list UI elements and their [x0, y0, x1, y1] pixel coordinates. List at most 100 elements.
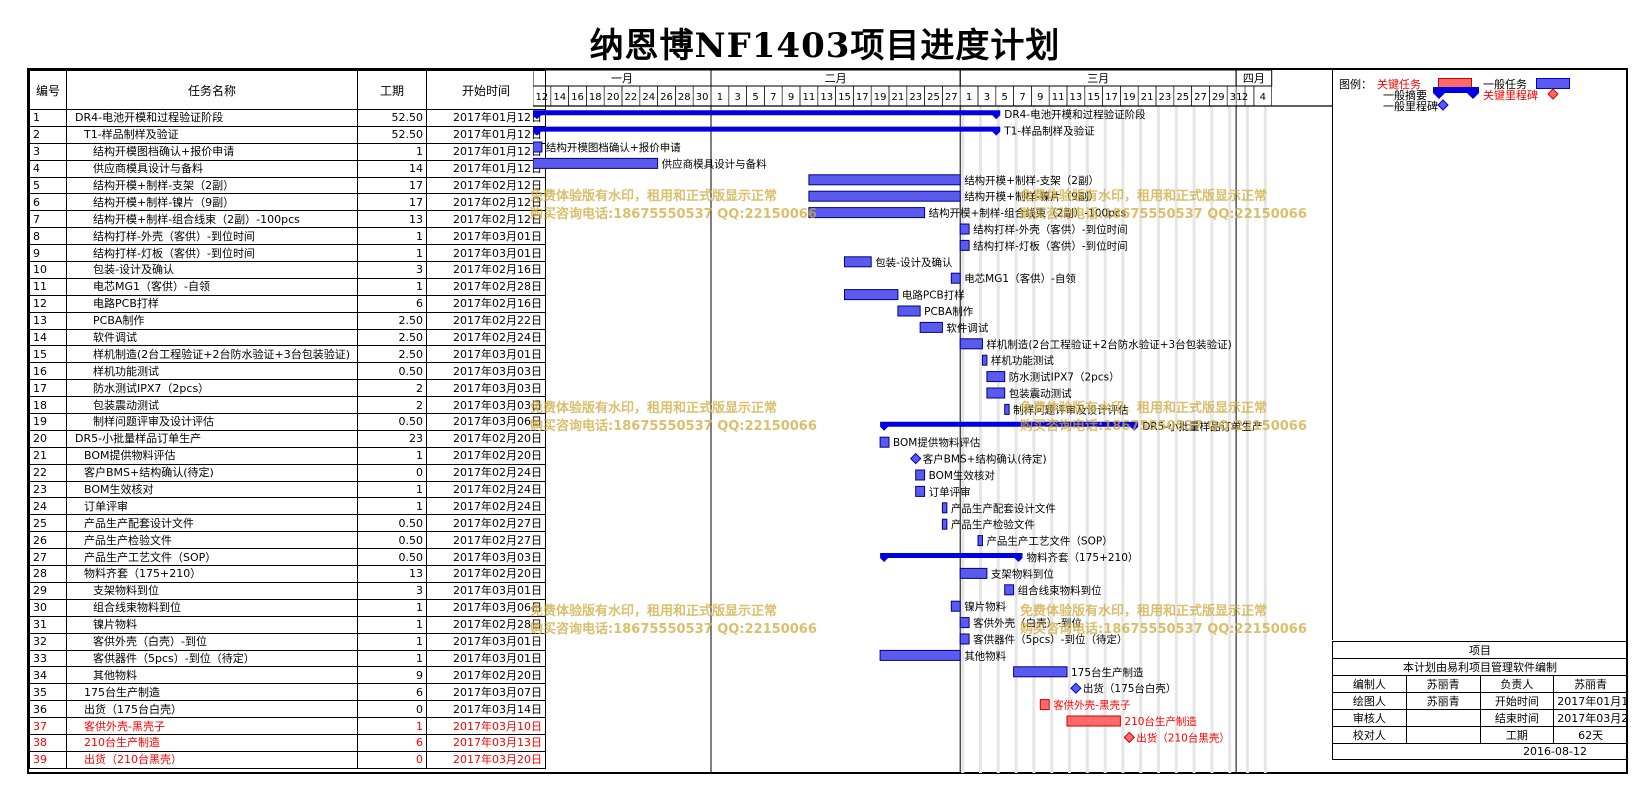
- task-bar[interactable]: [950, 600, 961, 612]
- task-bar[interactable]: [915, 469, 926, 481]
- col-header-id[interactable]: 编号: [29, 70, 67, 110]
- task-row[interactable]: 28 物料齐套（175+210） 13 2017年02月20日: [29, 565, 546, 583]
- task-bar[interactable]: [879, 649, 961, 661]
- task-start: 2017年03月13日: [426, 733, 546, 752]
- task-duration: 52.50: [357, 109, 427, 127]
- legend-normal-task: 一般任务: [1483, 78, 1527, 91]
- task-bar[interactable]: [844, 289, 899, 301]
- task-row[interactable]: 8 结构打样-外壳（客供）-到位时间 1 2017年03月01日: [29, 227, 546, 246]
- milestone-marker[interactable]: [1070, 682, 1082, 694]
- task-bar[interactable]: [959, 223, 970, 235]
- task-bar[interactable]: [986, 371, 1006, 383]
- task-bar[interactable]: [808, 190, 961, 202]
- task-bar[interactable]: [533, 157, 659, 169]
- task-row[interactable]: 20 DR5-小批量样品订单生产 23 2017年02月20日: [29, 429, 546, 448]
- task-bar-label: BOM提供物料评估: [893, 436, 981, 449]
- task-row[interactable]: 18 包装震动测试 2 2017年03月03日: [29, 396, 546, 415]
- task-bar-label: 防水测试IPX7（2pcs）: [1009, 371, 1120, 384]
- task-row[interactable]: 29 支架物料到位 3 2017年03月01日: [29, 581, 546, 600]
- summary-bar[interactable]: [533, 110, 1001, 120]
- task-row[interactable]: 32 客供外壳（白壳）-到位 1 2017年03月01日: [29, 632, 546, 651]
- info-project-label: 项目: [1332, 641, 1628, 659]
- task-row[interactable]: 10 包装-设计及确认 3 2017年02月16日: [29, 261, 546, 279]
- day-shade: [1068, 106, 1071, 773]
- task-row[interactable]: 7 结构开模+制样-组合线束（2副）-100pcs 13 2017年02月12日: [29, 210, 546, 229]
- day-tick-label: 14: [553, 92, 566, 103]
- task-row[interactable]: 11 电芯MG1（客供）-自领 1 2017年02月28日: [29, 277, 546, 296]
- task-row[interactable]: 26 产品生产检验文件 0.50 2017年02月27日: [29, 531, 546, 550]
- task-bar[interactable]: [941, 502, 948, 514]
- task-row[interactable]: 33 客供器件（5pcs）-到位（待定） 1 2017年03月01日: [29, 649, 546, 668]
- day-tick-label: 5: [752, 92, 758, 103]
- task-bar[interactable]: [533, 141, 543, 153]
- task-row[interactable]: 23 BOM生效核对 1 2017年02月24日: [29, 480, 546, 499]
- task-duration: 1: [357, 615, 427, 634]
- task-bar[interactable]: [986, 387, 1006, 399]
- task-row[interactable]: 6 结构开模+制样-镍片（9副） 17 2017年02月12日: [29, 193, 546, 212]
- task-row[interactable]: 16 样机功能测试 0.50 2017年03月03日: [29, 362, 546, 381]
- task-row[interactable]: 17 防水测试IPX7（2pcs） 2 2017年03月03日: [29, 379, 546, 398]
- task-row[interactable]: 13 PCBA制作 2.50 2017年02月22日: [29, 311, 546, 330]
- col-header-name[interactable]: 任务名称: [66, 70, 358, 110]
- task-row[interactable]: 1 DR4-电池开模和过程验证阶段 52.50 2017年01月12日: [29, 109, 546, 127]
- task-bar[interactable]: [808, 174, 961, 186]
- task-bar[interactable]: [959, 338, 983, 350]
- task-duration: 1: [357, 497, 427, 516]
- task-bar[interactable]: [919, 321, 943, 333]
- task-row[interactable]: 36 出货（175台白壳） 0 2017年03月14日: [29, 700, 546, 719]
- day-shade: [1032, 106, 1036, 773]
- milestone-marker[interactable]: [909, 452, 922, 465]
- task-bar[interactable]: [1039, 699, 1050, 711]
- task-row[interactable]: 19 制样问题评审及设计评估 0.50 2017年03月06日: [29, 413, 546, 431]
- task-bar[interactable]: [950, 272, 961, 284]
- task-row[interactable]: 9 结构打样-灯板（客供）-到位时间 1 2017年03月01日: [29, 244, 546, 263]
- task-bar[interactable]: [1013, 666, 1068, 678]
- task-bar[interactable]: [1004, 403, 1010, 415]
- task-row[interactable]: 34 其他物料 9 2017年02月20日: [29, 666, 546, 685]
- task-row[interactable]: 38 210台生产制造 6 2017年03月13日: [29, 733, 546, 752]
- task-row[interactable]: 14 软件调试 2.50 2017年02月24日: [29, 328, 546, 347]
- task-duration: 2: [357, 396, 427, 415]
- day-shade: [1157, 106, 1160, 773]
- task-row[interactable]: 30 组合线束物料到位 1 2017年03月06日: [29, 598, 546, 617]
- task-row[interactable]: 12 电路PCB打样 6 2017年02月16日: [29, 294, 546, 313]
- task-bar[interactable]: [981, 354, 988, 366]
- task-bar[interactable]: [879, 436, 890, 448]
- task-row[interactable]: 22 客户BMS+结构确认(待定) 0 2017年02月24日: [29, 463, 546, 482]
- task-row[interactable]: 21 BOM提供物料评估 1 2017年02月20日: [29, 446, 546, 465]
- task-row[interactable]: 37 客供外壳-黑壳子 1 2017年03月10日: [29, 717, 546, 735]
- task-row[interactable]: 39 出货（210台黑壳） 0 2017年03月20日: [29, 750, 546, 769]
- task-bar[interactable]: [959, 633, 970, 645]
- task-bar[interactable]: [959, 617, 970, 629]
- task-row[interactable]: 4 供应商模具设计与备料 14 2017年01月12日: [29, 159, 546, 178]
- task-row[interactable]: 24 订单评审 1 2017年02月24日: [29, 497, 546, 516]
- task-bar[interactable]: [844, 256, 872, 268]
- day-tick-label: 20: [607, 92, 620, 103]
- task-bar[interactable]: [1004, 584, 1015, 596]
- task-row[interactable]: 35 175台生产制造 6 2017年03月07日: [29, 683, 546, 702]
- milestone-marker[interactable]: [1123, 731, 1136, 744]
- task-row[interactable]: 31 镍片物料 1 2017年02月28日: [29, 615, 546, 634]
- task-bar[interactable]: [1066, 715, 1121, 727]
- task-row[interactable]: 27 产品生产工艺文件（SOP） 0.50 2017年03月03日: [29, 548, 546, 567]
- task-row[interactable]: 15 样机制造(2台工程验证+2台防水验证+3台包装验证) 2.50 2017年03月…: [29, 345, 546, 364]
- task-name: 产品生产检验文件: [66, 531, 358, 550]
- col-header-duration[interactable]: 工期: [357, 70, 427, 110]
- summary-bar[interactable]: [880, 553, 1023, 562]
- task-start: 2017年02月27日: [426, 531, 546, 550]
- task-bar[interactable]: [977, 535, 983, 547]
- task-bar[interactable]: [897, 305, 921, 317]
- task-bar[interactable]: [915, 485, 926, 497]
- task-bar[interactable]: [959, 239, 970, 251]
- col-header-start[interactable]: 开始时间: [426, 70, 546, 110]
- summary-bar[interactable]: [533, 126, 1001, 136]
- summary-bar[interactable]: [880, 421, 1139, 431]
- task-row[interactable]: 5 结构开模+制样-支架（2副） 17 2017年02月12日: [29, 176, 546, 195]
- task-row[interactable]: 2 T1-样品制样及验证 52.50 2017年01月12日: [29, 125, 546, 144]
- task-row[interactable]: 3 结构开模图档确认+报价申请 1 2017年01月12日: [29, 142, 546, 161]
- task-row[interactable]: 25 产品生产配套设计文件 0.50 2017年02月27日: [29, 514, 546, 533]
- task-bar[interactable]: [941, 518, 948, 530]
- day-tick-label: 19: [874, 92, 887, 103]
- task-bar[interactable]: [808, 207, 926, 219]
- task-bar[interactable]: [959, 567, 988, 579]
